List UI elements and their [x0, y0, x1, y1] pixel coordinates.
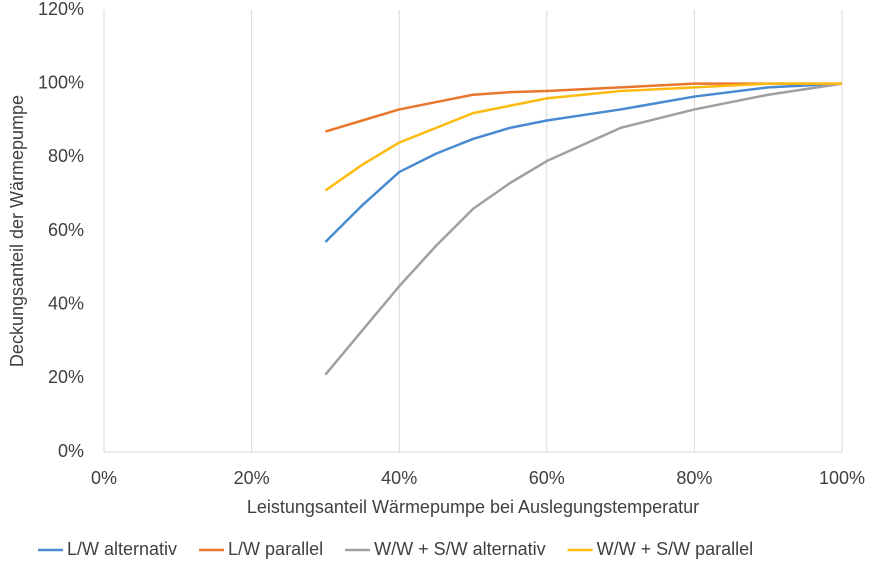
x-tick-label: 40%	[381, 468, 417, 488]
y-tick-label: 100%	[38, 72, 84, 92]
x-tick-label: 60%	[529, 468, 565, 488]
series-line	[325, 82, 842, 133]
series-line	[324, 82, 843, 243]
y-tick-label: 0%	[58, 441, 84, 461]
y-tick-label: 120%	[38, 0, 84, 19]
x-axis-title: Leistungsanteil Wärmepumpe bei Auslegung…	[247, 497, 699, 517]
y-tick-label: 80%	[48, 146, 84, 166]
x-tick-label: 0%	[91, 468, 117, 488]
legend-label: L/W alternativ	[67, 539, 177, 559]
y-tick-label: 20%	[48, 367, 84, 387]
series-line	[324, 82, 842, 192]
x-tick-label: 20%	[234, 468, 270, 488]
legend-label: L/W parallel	[228, 539, 323, 559]
legend-label: W/W + S/W alternativ	[374, 539, 546, 559]
series-line	[324, 82, 843, 376]
y-tick-label: 60%	[48, 220, 84, 240]
x-tick-label: 100%	[819, 468, 865, 488]
x-tick-label: 80%	[676, 468, 712, 488]
y-tick-label: 40%	[48, 293, 84, 313]
legend-label: W/W + S/W parallel	[597, 539, 754, 559]
y-axis-title: Deckungsanteil der Wärmepumpe	[7, 95, 27, 367]
